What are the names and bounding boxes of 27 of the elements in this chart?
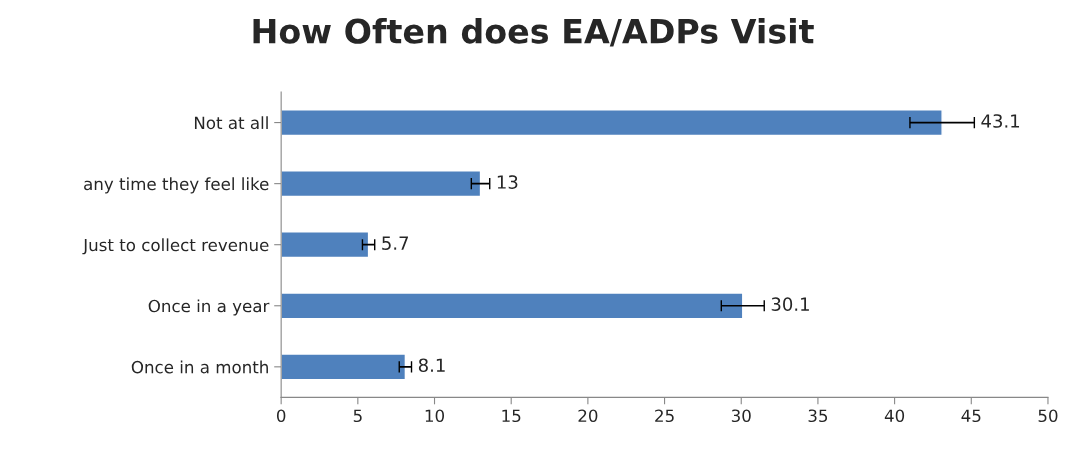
data-label: 5.7 [382, 236, 409, 250]
x-tick-label: 40 [884, 409, 905, 423]
x-tick-label: 10 [425, 409, 445, 423]
bar [281, 170, 482, 198]
x-tick-label: 15 [502, 409, 521, 423]
chart-title: How Often does EA/ADPs Visit [253, 17, 814, 47]
y-tick-label: Not at all [194, 116, 268, 130]
x-tick-label: 45 [961, 409, 981, 423]
bar [281, 292, 744, 320]
y-tick-label: Just to collect revenue [82, 238, 269, 255]
x-tick-label: 30 [731, 409, 751, 423]
data-label: 30.1 [771, 297, 809, 312]
bar [281, 353, 407, 381]
x-tick-label: 5 [353, 409, 362, 423]
data-label: 13 [497, 175, 518, 189]
x-tick-label: 25 [655, 409, 674, 423]
bar [281, 109, 943, 137]
y-tick-label: any time they feel like [84, 177, 269, 194]
x-tick-label: 50 [1038, 409, 1058, 423]
x-tick-label: 0 [276, 409, 286, 423]
bar [281, 231, 370, 259]
x-tick-label: 35 [808, 409, 828, 423]
y-tick-label: Once in a year [148, 299, 270, 316]
y-tick-label: Once in a month [131, 360, 268, 374]
x-tick-label: 20 [578, 409, 598, 423]
data-label: 8.1 [418, 358, 445, 373]
data-label: 43.1 [981, 114, 1020, 128]
